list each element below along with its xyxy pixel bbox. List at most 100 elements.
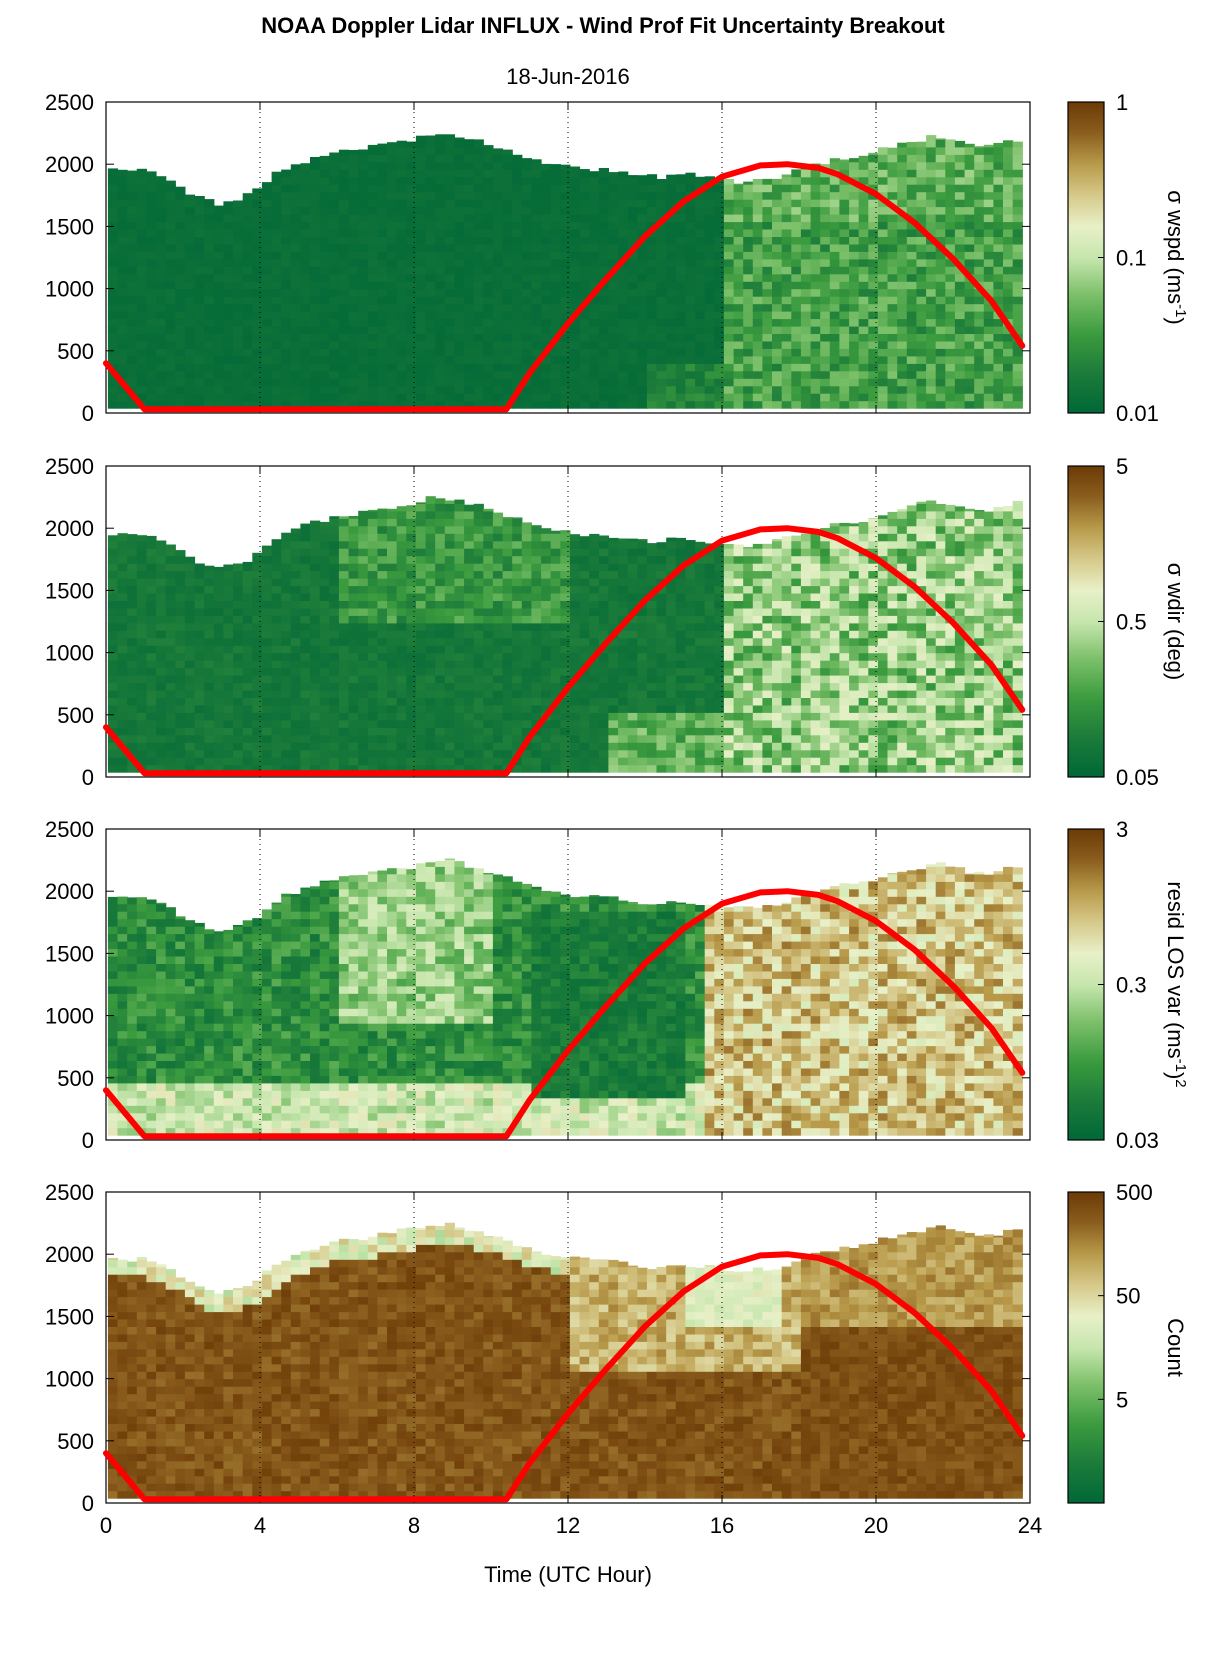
heatmap-cell [425,548,436,557]
heatmap-cell [733,184,744,193]
heatmap-cell [281,311,292,320]
heatmap-cell [204,630,215,639]
heatmap-cell [993,340,1004,349]
heatmap-cell [877,370,889,379]
heatmap-cell [213,566,224,572]
heatmap-cell [261,214,273,223]
heatmap-cell [175,697,186,706]
heatmap-cell [656,370,667,379]
heatmap-cell [348,228,359,237]
heatmap-cell [367,236,378,245]
heatmap-cell [223,719,234,728]
heatmap-cell [146,578,157,587]
heatmap-cell [290,184,301,193]
heatmap-cell [290,615,301,624]
heatmap-cell [175,191,186,200]
heatmap-cell [685,281,696,290]
heatmap-cell [791,191,802,200]
heatmap-cell [791,199,802,208]
heatmap-cell [531,757,542,766]
heatmap-cell [464,749,475,758]
heatmap-cell [723,266,735,275]
heatmap-cell [714,370,725,379]
heatmap-cell [685,214,696,223]
heatmap-cell [396,176,407,185]
heatmap-cell [194,214,205,223]
heatmap-cell [877,266,889,275]
heatmap-cell [175,645,186,654]
heatmap-cell [935,400,946,409]
heatmap-cell [560,667,571,676]
heatmap-cell [175,266,186,275]
heatmap-cell [704,236,715,245]
heatmap-cell [627,393,638,402]
heatmap-cell [290,355,301,364]
heatmap-cell [146,303,157,312]
heatmap-cell [887,296,898,305]
heatmap-cell [993,333,1004,342]
heatmap-cell [974,154,985,163]
heatmap-cell [512,154,523,163]
heatmap-cell [550,592,561,601]
heatmap-cell [541,311,552,320]
heatmap-cell [107,400,119,409]
heatmap-cell [531,548,542,557]
heatmap-cell [685,228,696,237]
heatmap-cell [156,206,167,215]
heatmap-cell [762,206,773,215]
heatmap-cell [233,734,244,743]
heatmap-cell [492,757,504,766]
heatmap-cell [897,146,908,155]
heatmap-cell [492,719,504,728]
heatmap-cell [521,228,532,237]
heatmap-cell [897,281,908,290]
heatmap-cell [435,221,446,230]
heatmap-cell [906,393,917,402]
heatmap-cell [473,704,484,713]
heatmap-cell [415,393,427,402]
heatmap-cell [1003,184,1014,193]
heatmap-cell [820,206,831,215]
heatmap-cell [541,600,552,609]
heatmap-cell [743,311,754,320]
heatmap-cell [213,318,224,327]
heatmap-cell [271,281,282,290]
heatmap-cell [550,325,561,334]
heatmap-cell [290,555,301,564]
heatmap-cell [348,585,359,594]
heatmap-cell [184,199,196,208]
heatmap-cell [300,393,311,402]
heatmap-cell [300,523,311,527]
heatmap-cell [531,243,542,252]
heatmap-cell [512,712,523,721]
heatmap-cell [175,251,186,260]
heatmap-cell [435,585,446,594]
heatmap-cell [954,370,966,379]
heatmap-cell [348,622,359,631]
heatmap-cell [492,325,504,334]
heatmap-cell [271,570,282,579]
heatmap-cell [252,303,263,312]
heatmap-cell [858,370,869,379]
heatmap-cell [897,176,908,185]
heatmap-cell [569,534,581,542]
heatmap-cell [512,191,523,200]
heatmap-cell [338,525,350,534]
heatmap-cell [512,161,523,170]
heatmap-cell [204,348,215,357]
heatmap-cell [656,236,667,245]
heatmap-cell [136,251,147,260]
heatmap-cell [444,675,455,684]
heatmap-wdir-uncertainty [107,496,1023,773]
heatmap-cell [483,757,494,766]
heatmap-cell [204,378,215,387]
heatmap-cell [281,273,292,282]
heatmap-cell [983,318,994,327]
heatmap-cell [550,742,561,751]
heatmap-cell [492,689,504,698]
heatmap-cell [560,764,571,773]
heatmap-cell [242,682,253,691]
heatmap-cell [358,667,369,676]
heatmap-cell [897,221,908,230]
heatmap-cell [589,378,600,387]
